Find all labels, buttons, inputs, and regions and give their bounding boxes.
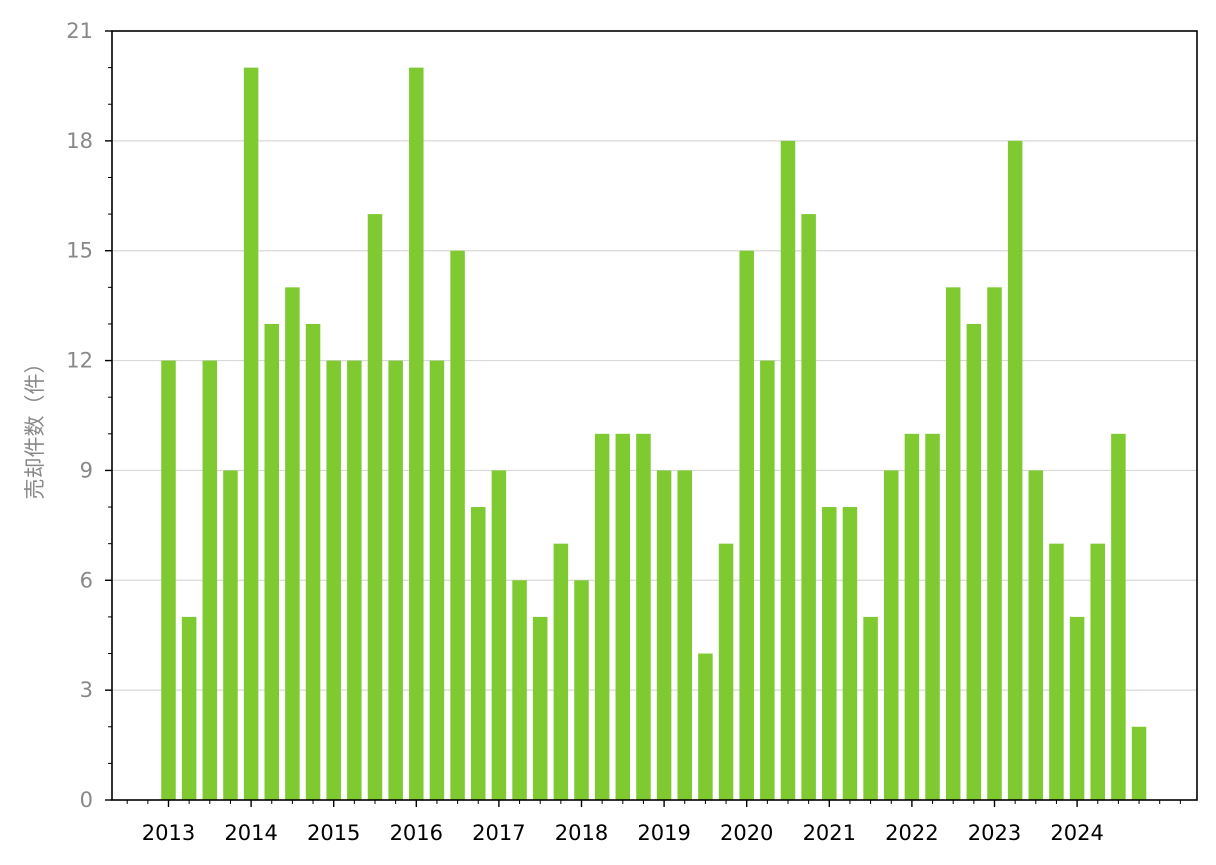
plot-frame (111, 30, 1198, 801)
bar (1007, 140, 1023, 800)
y-tick-label: 9 (80, 458, 93, 482)
bar (553, 543, 569, 800)
bar (532, 616, 548, 800)
x-tick-label: 2023 (968, 821, 1021, 845)
x-axis: 2013 2014 2015 2016 2017 2018 2019 2020 2021 2022… (126, 800, 1181, 845)
bar (574, 580, 589, 800)
x-tick-label: 2024 (1050, 821, 1103, 845)
bar (987, 287, 1002, 800)
bar (780, 140, 796, 800)
bar (243, 67, 259, 801)
bar (636, 433, 651, 800)
bar (326, 360, 341, 800)
y-tick-label: 15 (66, 239, 93, 263)
bar (347, 360, 362, 800)
bar (1090, 543, 1105, 800)
bar (739, 250, 754, 800)
y-tick-label: 21 (66, 19, 93, 43)
bar (223, 470, 238, 800)
bar (966, 323, 982, 800)
x-tick-label: 2017 (472, 821, 525, 845)
x-tick-label: 2015 (307, 821, 360, 845)
x-tick-label: 2018 (555, 821, 608, 845)
x-tick-label: 2016 (390, 821, 443, 845)
bar (1131, 726, 1147, 800)
x-tick-label: 2021 (803, 821, 856, 845)
bar (801, 214, 816, 801)
bar (718, 543, 734, 800)
bar (925, 433, 940, 800)
y-tick-label: 18 (66, 129, 93, 153)
y-tick-label: 3 (80, 678, 93, 702)
y-tick-label: 12 (66, 349, 93, 373)
bar (677, 470, 692, 800)
y-tick-label: 6 (80, 568, 93, 592)
bar (305, 323, 321, 800)
bar (512, 580, 527, 800)
y-axis-label: 売却件数（件） (23, 353, 47, 500)
bar (863, 616, 878, 800)
y-tick-label: 0 (80, 788, 93, 812)
bar (698, 653, 713, 800)
y-axis: 0 3 6 9 12 15 18 21 (66, 19, 112, 812)
bar (656, 470, 672, 800)
x-tick-label: 2014 (224, 821, 277, 845)
bar (264, 323, 279, 800)
bar (491, 470, 507, 800)
bar (1028, 470, 1044, 800)
bar (367, 214, 383, 801)
bar (1049, 543, 1064, 800)
bar (594, 433, 610, 800)
bar (945, 287, 961, 800)
x-tick-label: 2020 (720, 821, 773, 845)
bar (285, 287, 300, 800)
bar (450, 250, 465, 800)
x-tick-label: 2013 (142, 821, 195, 845)
bar (760, 360, 775, 800)
bar (161, 360, 176, 800)
bar (904, 433, 920, 800)
bar (842, 507, 858, 800)
x-tick-label: 2022 (885, 821, 938, 845)
bar (429, 360, 445, 800)
bar (181, 616, 197, 800)
bar (822, 507, 837, 800)
bar (1069, 616, 1085, 800)
x-tick-label: 2019 (637, 821, 690, 845)
bar (615, 433, 631, 800)
bars (161, 67, 1147, 801)
bar (1111, 433, 1126, 800)
bar (884, 470, 899, 800)
bar (388, 360, 403, 800)
bar (202, 360, 218, 800)
bar (471, 507, 486, 800)
bar (409, 67, 424, 801)
